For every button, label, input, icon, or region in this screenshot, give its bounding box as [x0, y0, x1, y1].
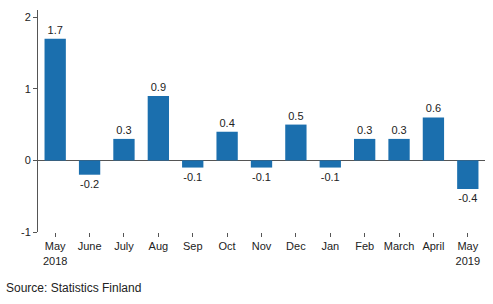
- svg-text:0.3: 0.3: [357, 124, 372, 136]
- svg-text:Nov: Nov: [252, 240, 272, 252]
- svg-text:Sep: Sep: [183, 240, 203, 252]
- svg-text:0.4: 0.4: [219, 117, 234, 129]
- svg-text:Source: Statistics Finland: Source: Statistics Finland: [6, 281, 141, 295]
- svg-text:0.9: 0.9: [151, 81, 166, 93]
- svg-text:March: March: [384, 240, 415, 252]
- svg-text:0.3: 0.3: [116, 124, 131, 136]
- svg-text:-0.4: -0.4: [458, 192, 477, 204]
- svg-text:-0.1: -0.1: [321, 171, 340, 183]
- svg-text:July: July: [114, 240, 134, 252]
- svg-text:0: 0: [25, 154, 31, 166]
- svg-text:Dec: Dec: [286, 240, 306, 252]
- svg-text:1.7: 1.7: [48, 24, 63, 36]
- svg-text:-1: -1: [21, 226, 31, 238]
- svg-text:Feb: Feb: [355, 240, 374, 252]
- svg-text:0.5: 0.5: [288, 110, 303, 122]
- svg-text:0.6: 0.6: [426, 102, 441, 114]
- svg-text:-0.1: -0.1: [252, 171, 271, 183]
- svg-text:Jan: Jan: [321, 240, 339, 252]
- svg-text:April: April: [422, 240, 444, 252]
- svg-text:1: 1: [25, 83, 31, 95]
- svg-text:-0.1: -0.1: [183, 171, 202, 183]
- svg-text:May2018: May2018: [43, 240, 67, 266]
- svg-text:2: 2: [25, 11, 31, 23]
- svg-text:-0.2: -0.2: [80, 178, 99, 190]
- svg-text:Aug: Aug: [149, 240, 169, 252]
- svg-text:June: June: [78, 240, 102, 252]
- svg-text:Oct: Oct: [219, 240, 236, 252]
- svg-text:May2019: May2019: [456, 240, 480, 266]
- svg-text:0.3: 0.3: [391, 124, 406, 136]
